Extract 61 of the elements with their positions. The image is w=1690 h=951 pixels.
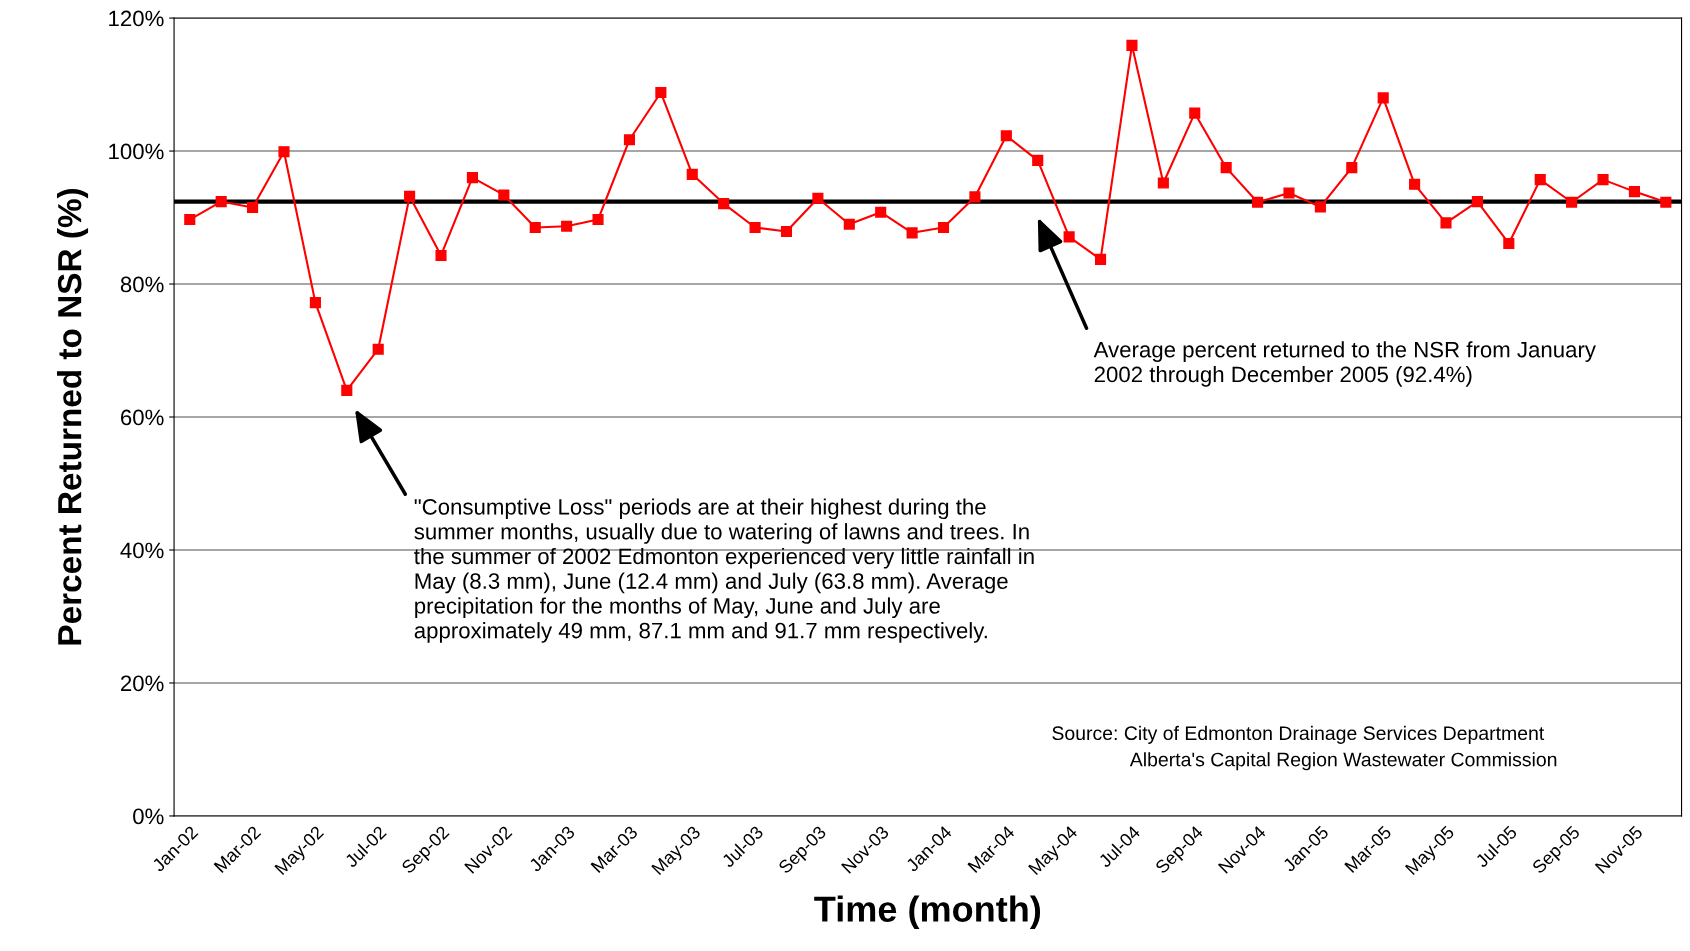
point (623, 134, 636, 146)
point (843, 218, 855, 230)
y-axis-title: Percent Returned to NSR (%) (57, 189, 89, 645)
y-tick-label: 40% (120, 542, 164, 559)
point (1566, 196, 1578, 208)
point (529, 221, 541, 234)
point (435, 249, 447, 261)
y-tick-label: 20% (120, 675, 164, 692)
point (1628, 186, 1641, 198)
annotation: Alberta's Capital Region Wastewater Commission (1129, 752, 1557, 771)
point (1189, 107, 1201, 119)
point (1157, 177, 1169, 189)
point (749, 221, 761, 234)
point (1440, 217, 1452, 229)
annotation: Average percent returned to the NSR from January 2002 through December 2005 (92.4%) (1093, 341, 1596, 387)
point (1377, 92, 1389, 104)
point (466, 172, 478, 184)
point (1660, 196, 1672, 208)
point (1063, 231, 1075, 243)
y-tick-label: 80% (120, 276, 164, 293)
point (1032, 154, 1044, 166)
point (561, 220, 573, 232)
point (969, 191, 981, 203)
point (184, 213, 196, 226)
annotation: "Consumptive Loss" periods are at their highest during the summer months, usually due to watering of lawns and trees. In the summer of 2002 Edmonton experienced very little rainfall in May (8.3 mm), June (12.4 mm) and July (63.8 mm). Average precipitation for the months of May, June and July are approximately 49 mm, 87.1 mm and 91.7 mm respectively. (414, 498, 1034, 643)
point (686, 168, 698, 180)
point (875, 206, 887, 218)
point (812, 192, 824, 204)
point (1534, 174, 1546, 186)
point (1252, 196, 1264, 208)
point (1597, 174, 1609, 186)
point (1314, 201, 1326, 213)
x-axis-title: Time (month) (814, 895, 1041, 930)
point (1126, 39, 1138, 51)
point (215, 196, 227, 208)
y-tick-label: 120% (109, 10, 164, 27)
point (906, 227, 918, 239)
y-tick-label: 60% (121, 409, 164, 426)
point (404, 190, 416, 202)
point (1346, 162, 1358, 174)
point (341, 384, 353, 396)
y-tick-label: 100% (109, 143, 164, 160)
point (1220, 162, 1232, 174)
point (1283, 187, 1295, 199)
annotation: Source: City of Edmonton Drainage Services Department (1052, 725, 1545, 744)
y-tick-label: 0% (133, 808, 164, 825)
point (780, 225, 793, 238)
point (1409, 178, 1421, 190)
point (718, 198, 730, 210)
point (309, 297, 321, 309)
point (372, 343, 384, 355)
point (655, 86, 667, 99)
point (1503, 237, 1515, 250)
point (937, 221, 950, 234)
point (592, 213, 604, 226)
point (247, 202, 259, 214)
point (278, 146, 290, 158)
point (1000, 130, 1012, 142)
point (498, 189, 510, 201)
point (1094, 253, 1107, 265)
point (1471, 196, 1483, 208)
